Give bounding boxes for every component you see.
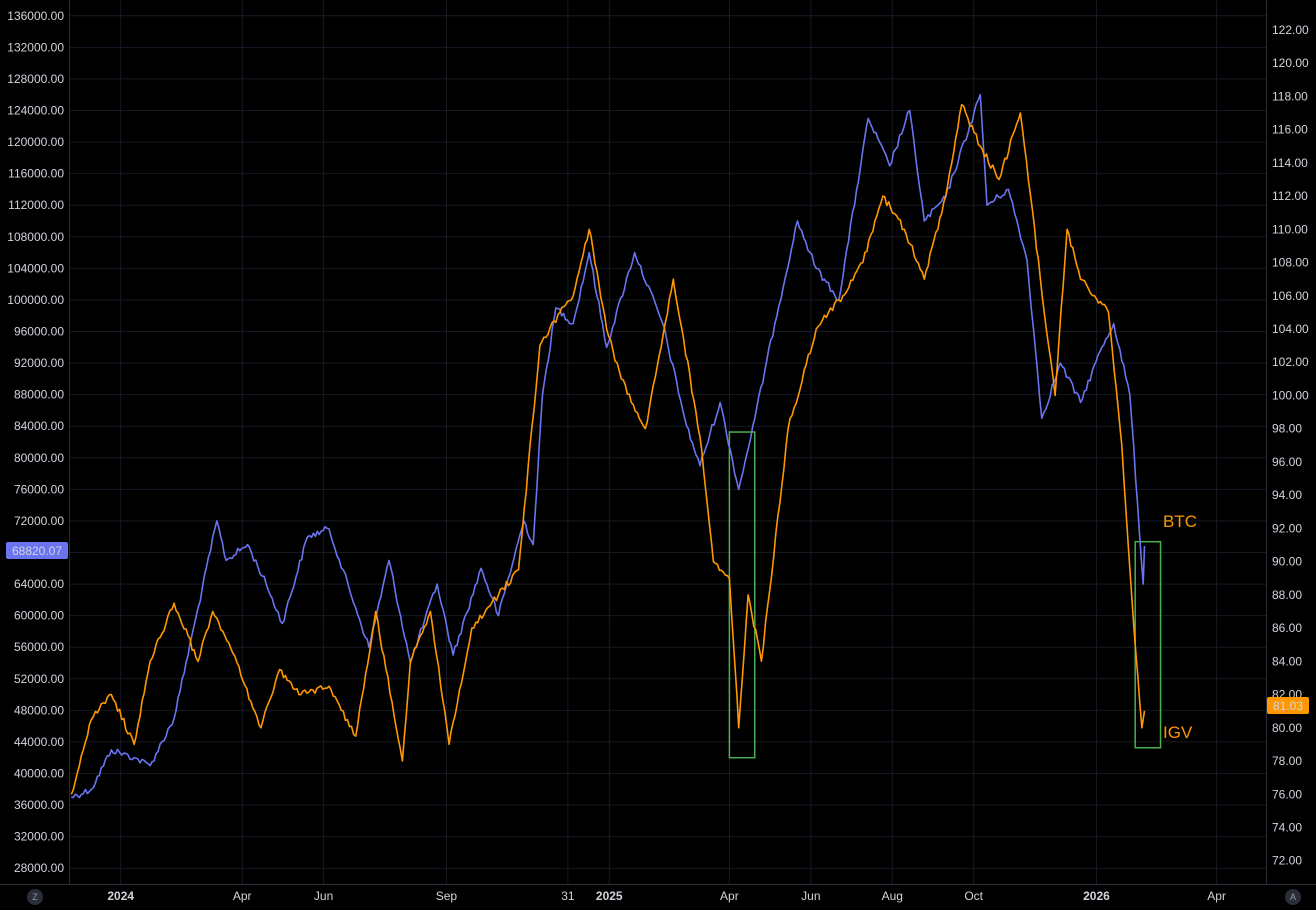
right-tick-label: 76.00 [1272, 787, 1302, 801]
left-tick-label: 136000.00 [7, 9, 64, 23]
left-tick-label: 80000.00 [14, 451, 64, 465]
right-tick-label: 120.00 [1272, 56, 1309, 70]
time-tick-label: 2025 [596, 889, 623, 903]
right-tick-label: 122.00 [1272, 23, 1309, 37]
right-tick-label: 74.00 [1272, 821, 1302, 835]
left-tick-label: 100000.00 [7, 293, 64, 307]
right-axis-ticks: 72.0074.0076.0078.0080.0082.0084.0086.00… [1272, 23, 1309, 868]
left-tick-label: 96000.00 [14, 325, 64, 339]
time-tick-label: Apr [720, 889, 739, 903]
left-tick-label: 76000.00 [14, 482, 64, 496]
left-tick-label: 28000.00 [14, 861, 64, 875]
left-tick-label: 128000.00 [7, 72, 64, 86]
time-tick-label: Apr [1207, 889, 1226, 903]
left-tick-label: 92000.00 [14, 356, 64, 370]
right-tick-label: 92.00 [1272, 521, 1302, 535]
btc-last-value-label: 68820.07 [12, 544, 62, 558]
right-tick-label: 114.00 [1272, 156, 1308, 170]
time-tick-label: Jun [801, 889, 820, 903]
right-tick-label: 106.00 [1272, 289, 1309, 303]
left-tick-label: 56000.00 [14, 640, 64, 654]
right-tick-label: 108.00 [1272, 256, 1309, 270]
time-tick-label: Aug [882, 889, 903, 903]
time-tick-label: 2026 [1083, 889, 1110, 903]
left-tick-label: 44000.00 [14, 735, 64, 749]
right-tick-label: 104.00 [1272, 322, 1309, 336]
left-tick-label: 32000.00 [14, 830, 64, 844]
left-tick-label: 64000.00 [14, 577, 64, 591]
left-tick-label: 116000.00 [8, 167, 64, 181]
right-tick-label: 88.00 [1272, 588, 1302, 602]
series-lines [70, 93, 1146, 799]
left-tick-label: 60000.00 [14, 609, 64, 623]
left-axis-ticks: 28000.00 32000.00 36000.00 40000.00 44000.00… [7, 9, 64, 875]
time-tick-label: 31 [561, 889, 575, 903]
time-tick-label: Oct [964, 889, 983, 903]
axes [0, 0, 1316, 885]
auto-scale-button[interactable]: A [1285, 889, 1301, 905]
left-tick-label: 120000.00 [7, 135, 64, 149]
right-tick-label: 78.00 [1272, 754, 1302, 768]
right-tick-label: 118.00 [1272, 89, 1308, 103]
right-tick-label: 116.00 [1272, 123, 1308, 137]
series-line-btc [71, 93, 1146, 799]
right-tick-label: 112.00 [1272, 189, 1308, 203]
left-tick-label: 88000.00 [14, 388, 64, 402]
igv-last-value-label: 81.03 [1273, 699, 1303, 713]
time-axis-ticks: 2024 Apr Jun Sep 31 2025 Apr Jun Aug Oct 2026 Apr [107, 889, 1226, 903]
left-tick-label: 112000.00 [8, 198, 64, 212]
right-tick-label: 98.00 [1272, 422, 1302, 436]
time-tick-label: Jun [314, 889, 333, 903]
right-tick-label: 72.00 [1272, 854, 1302, 868]
left-tick-label: 84000.00 [14, 419, 64, 433]
right-tick-label: 96.00 [1272, 455, 1302, 469]
right-tick-label: 80.00 [1272, 721, 1302, 735]
left-tick-label: 40000.00 [14, 767, 64, 781]
time-tick-label: 2024 [107, 889, 134, 903]
left-tick-label: 108000.00 [7, 230, 64, 244]
right-tick-label: 94.00 [1272, 488, 1302, 502]
series-line-igv [70, 103, 1146, 795]
right-tick-label: 86.00 [1272, 621, 1302, 635]
time-tick-label: Sep [436, 889, 458, 903]
price-labels: 68820.07 81.03 BTC IGV [6, 512, 1309, 742]
btc-last-value-badge [6, 542, 68, 559]
left-scale-button[interactable]: Z [27, 889, 43, 905]
right-tick-label: 110.00 [1272, 222, 1308, 236]
annotation-igv: IGV [1163, 723, 1193, 742]
left-tick-label: 72000.00 [14, 514, 64, 528]
left-tick-label: 104000.00 [7, 261, 64, 275]
left-tick-label: 132000.00 [7, 40, 64, 54]
left-tick-label: 124000.00 [7, 104, 64, 118]
igv-last-value-badge [1267, 697, 1309, 714]
time-tick-label: Apr [233, 889, 252, 903]
annotation-btc: BTC [1163, 512, 1197, 531]
right-tick-label: 100.00 [1272, 388, 1309, 402]
left-tick-label: 36000.00 [14, 798, 64, 812]
right-tick-label: 84.00 [1272, 654, 1302, 668]
right-tick-label: 102.00 [1272, 355, 1309, 369]
right-tick-label: 90.00 [1272, 555, 1302, 569]
left-tick-label: 52000.00 [14, 672, 64, 686]
highlight-box [728, 431, 756, 759]
left-tick-label: 48000.00 [14, 703, 64, 717]
